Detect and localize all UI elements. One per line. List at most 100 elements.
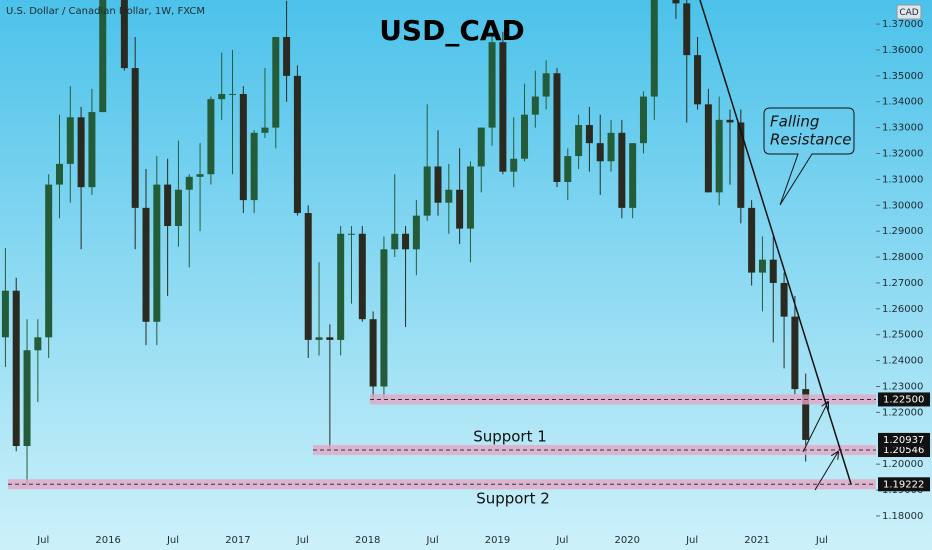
candle-body: [434, 166, 442, 203]
y-tick-label: 1.32000: [882, 149, 923, 160]
candle-body: [369, 319, 377, 387]
candle-body: [618, 132, 626, 208]
candle-body: [55, 163, 63, 185]
candle-body: [229, 93, 237, 95]
price-axis-bg: [876, 0, 932, 550]
candle-body: [737, 122, 745, 208]
x-tick-label: 2021: [744, 535, 769, 546]
candle-body: [780, 282, 788, 317]
price-axis: CAD 1.37000 1.36000 1.35000 1.34000 1.33000 1…: [876, 0, 932, 550]
candle-body: [575, 125, 583, 157]
candle-body: [99, 0, 107, 113]
arrow: [814, 452, 838, 491]
candle-body: [391, 233, 399, 250]
callout-box: [763, 107, 855, 206]
y-tick-label: 1.28000: [882, 252, 923, 263]
price-tag-label: 1.22500: [883, 394, 924, 405]
candle-body: [596, 143, 604, 162]
x-tick-label: Jul: [555, 535, 568, 546]
candle-body: [704, 104, 712, 193]
currency: CAD: [899, 8, 918, 18]
x-tick-label: 2018: [355, 535, 380, 546]
candle-body: [218, 93, 226, 100]
candle-body: [77, 117, 85, 188]
x-tick-label: Jul: [36, 535, 49, 546]
candle-body: [347, 233, 355, 235]
currency-badge: [896, 4, 922, 20]
candle-body: [758, 259, 766, 273]
candle-body: [748, 207, 756, 273]
candle-body: [510, 158, 518, 172]
candle-body: [239, 93, 247, 201]
candle-body: [142, 207, 150, 322]
candle-body: [585, 125, 593, 144]
y-tick-label: 1.24000: [882, 356, 923, 367]
candle-body: [402, 233, 410, 250]
candle-body: [23, 350, 31, 447]
y-tick-label: 1.35000: [882, 71, 923, 82]
candle-body: [672, 0, 680, 4]
candle-body: [802, 389, 810, 440]
candle-body: [715, 119, 723, 193]
candle-body: [196, 174, 204, 177]
candle-body: [607, 132, 615, 162]
price-tag-label: 1.20546: [883, 445, 924, 456]
last-price-label: 1.20937: [883, 435, 924, 446]
y-tick-label: 1.20000: [882, 459, 923, 470]
y-tick-label: 1.22000: [882, 407, 923, 418]
y-tick-label: 1.25000: [882, 330, 923, 341]
y-tick-label: 1.18000: [882, 511, 923, 522]
y-tick-label: 1.26000: [882, 304, 923, 315]
candle-body: [185, 176, 193, 190]
y-tick-label: 1.23000: [882, 382, 923, 393]
y-tick-label: 1.36000: [882, 45, 923, 56]
candle-body: [358, 233, 366, 320]
candle-body: [131, 68, 139, 208]
candle-body: [629, 143, 637, 208]
candle-body: [326, 337, 334, 340]
plot-area: [1, 0, 876, 490]
last-price-tag: [878, 432, 930, 447]
x-tick-label: 2020: [615, 535, 640, 546]
x-tick-label: Jul: [685, 535, 698, 546]
annotation: Resistance: [770, 131, 852, 149]
candle-body: [34, 337, 42, 351]
overlay: Falling Resistance Support 1 Support 2 U…: [6, 0, 855, 508]
y-tick-label: 1.30000: [882, 200, 923, 211]
y-tick-label: 1.37000: [882, 19, 923, 30]
y-tick-label: 1.29000: [882, 226, 923, 237]
candle-body: [488, 42, 496, 128]
y-tick-label: 1.33000: [882, 123, 923, 134]
support-label: Support 2: [476, 490, 550, 508]
x-tick-label: Jul: [815, 535, 828, 546]
candle-body: [466, 166, 474, 229]
candle-body: [791, 316, 799, 390]
candle-body: [650, 0, 658, 97]
candle-body: [445, 189, 453, 203]
candle-body: [456, 189, 464, 229]
header: U.S. Dollar / Canadian Dollar, 1W, FXCM: [6, 6, 205, 17]
candle-body: [639, 96, 647, 144]
candle-body: [293, 75, 301, 214]
arrow: [802, 402, 828, 453]
y-tick-label: 1.31000: [882, 174, 923, 185]
candle-body: [694, 55, 702, 105]
support-label: Support 1: [473, 428, 547, 446]
price-tag: [878, 477, 930, 492]
candle-body: [250, 132, 258, 201]
candle-body: [207, 99, 215, 175]
candle-body: [174, 189, 182, 226]
y-tick-label: 1.27000: [882, 278, 923, 289]
price-tag: [878, 392, 930, 407]
candle-body: [272, 37, 280, 128]
candle-body: [553, 73, 561, 182]
candle-body: [477, 127, 485, 167]
x-tick-label: 2017: [225, 535, 250, 546]
x-tick-label: 2016: [95, 535, 120, 546]
candle-body: [153, 184, 161, 322]
candle-body: [120, 0, 128, 69]
candle-body: [1, 290, 9, 338]
candle-body: [283, 37, 291, 76]
